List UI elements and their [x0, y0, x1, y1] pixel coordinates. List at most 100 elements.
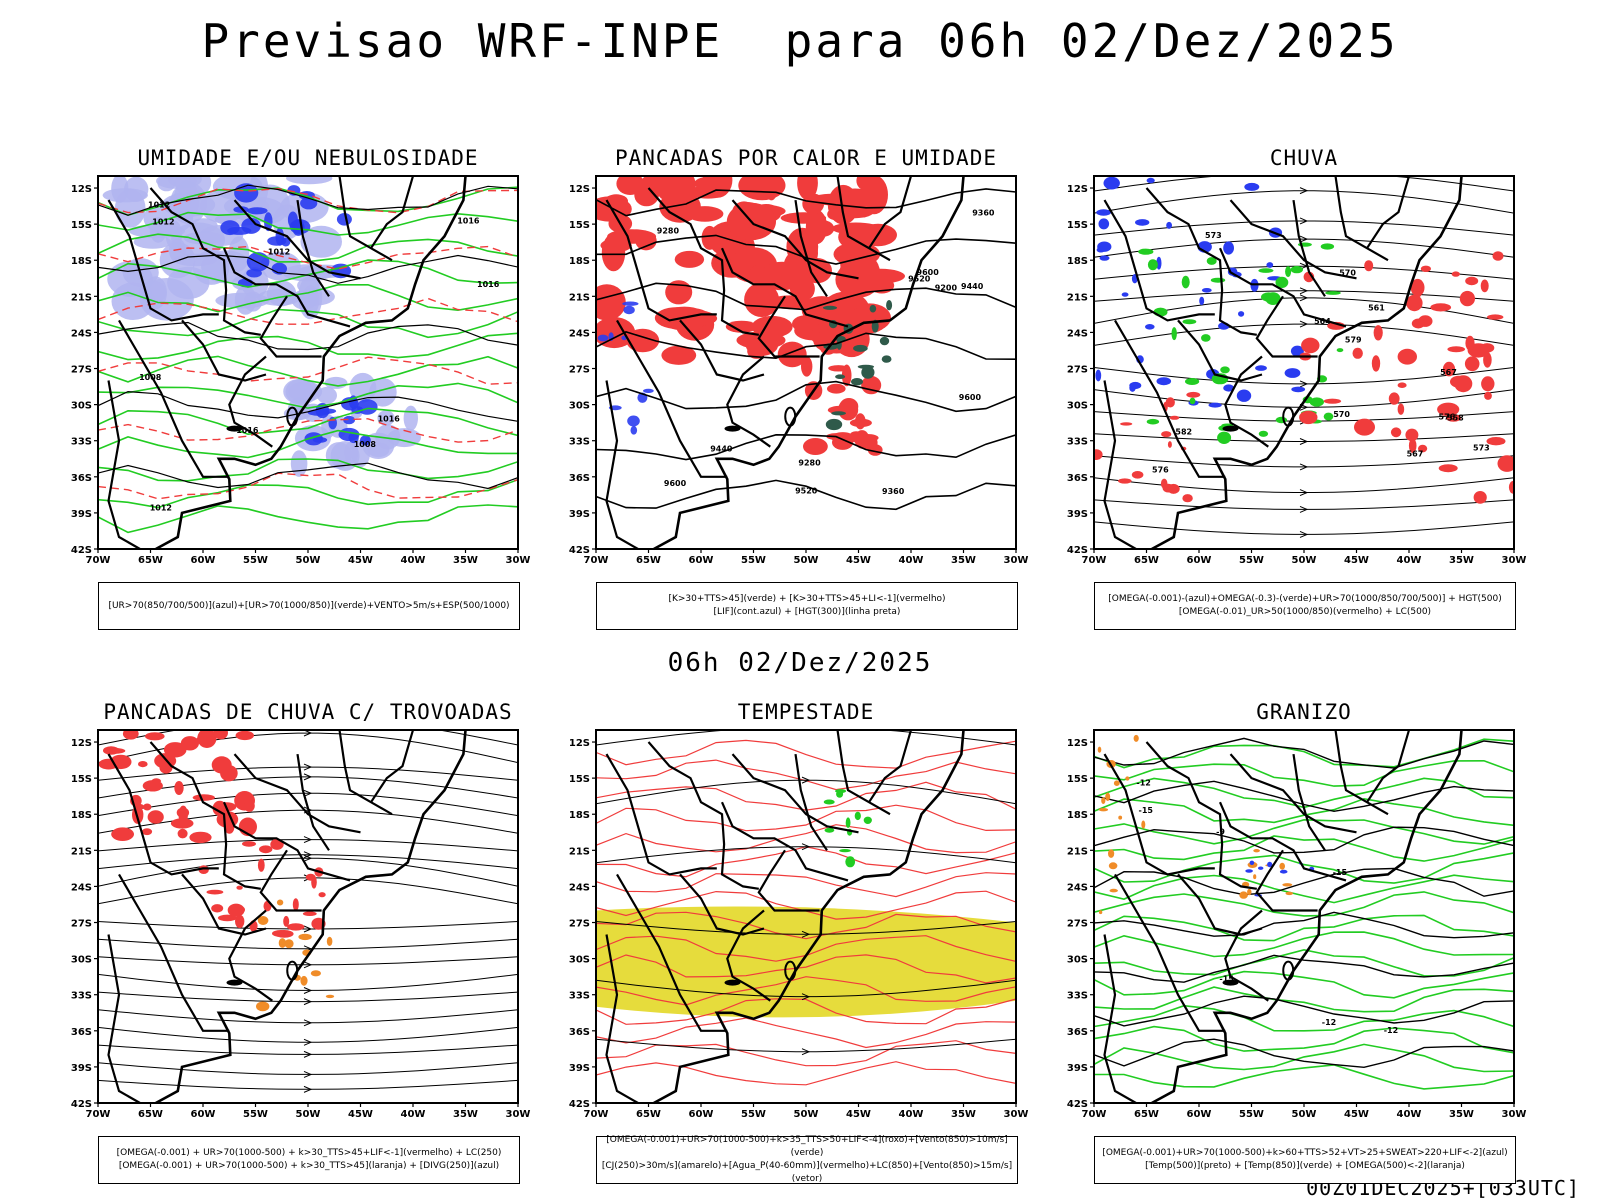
lat-tick-label: 15S	[71, 774, 92, 785]
shaded-area	[274, 930, 294, 938]
contour-line	[1094, 874, 1514, 904]
shaded-area	[1181, 275, 1190, 289]
coastline	[155, 175, 467, 551]
contour-line	[98, 418, 518, 443]
lon-tick-label: 30W	[1004, 555, 1029, 566]
shaded-area	[147, 810, 164, 824]
shaded-area	[1405, 428, 1419, 442]
lat-tick-label: 24S	[1067, 328, 1088, 339]
lat-tick-label: 27S	[569, 365, 590, 376]
shaded-area	[1146, 418, 1160, 425]
contour-value-label: 567	[1440, 368, 1457, 377]
contour-value-label: 564	[1314, 317, 1331, 326]
streamline-arrow	[303, 1050, 313, 1058]
shaded-area	[1253, 849, 1260, 853]
contour-line	[98, 211, 518, 236]
lat-tick-label: 12S	[1067, 184, 1088, 195]
streamline-arrow	[303, 987, 313, 994]
lat-tick-label: 15S	[71, 220, 92, 231]
lon-tick-label: 70W	[584, 555, 609, 566]
lat-tick-label: 24S	[569, 328, 590, 339]
shaded-area	[312, 437, 328, 443]
streamline	[98, 877, 518, 905]
contour-line	[596, 976, 1016, 1006]
lat-tick-label: 39S	[1067, 1063, 1088, 1074]
contour-line	[596, 846, 1016, 878]
shaded-area	[792, 315, 819, 333]
contour-line	[1094, 826, 1514, 854]
lon-tick-label: 70W	[1082, 1109, 1107, 1120]
state-border	[1103, 199, 1215, 322]
lat-tick-label: 15S	[569, 774, 590, 785]
contour-line	[1094, 867, 1514, 897]
lon-tick-label: 65W	[1134, 1109, 1159, 1120]
contour-line	[1094, 986, 1514, 1013]
shaded-area	[241, 217, 261, 234]
shaded-area	[1245, 869, 1253, 873]
shaded-area	[839, 849, 851, 853]
shaded-area	[674, 250, 705, 268]
state-border	[181, 319, 267, 382]
weather-map: 1012 1012 1008 1016 1016 1008 1012 1016 1012 1016…	[71, 175, 530, 566]
shaded-area	[1120, 422, 1133, 426]
lon-tick-label: 70W	[584, 1109, 609, 1120]
state-border	[1103, 753, 1215, 876]
streamline-arrow	[1299, 380, 1309, 388]
state-border	[259, 849, 322, 912]
contour-value-label: 567	[1407, 449, 1424, 458]
shaded-area	[211, 904, 224, 913]
shaded-area	[596, 284, 626, 321]
contour-line	[1094, 1064, 1514, 1090]
shaded-area	[138, 761, 148, 768]
shaded-area	[860, 176, 888, 215]
lagoon	[1282, 960, 1295, 981]
shaded-area	[300, 975, 308, 986]
field-layer	[1094, 734, 1514, 1090]
shaded-area	[1166, 221, 1172, 229]
shaded-area	[1373, 325, 1383, 341]
contour-line	[1094, 914, 1514, 942]
contour-line	[596, 804, 1016, 832]
shaded-area	[1101, 797, 1106, 804]
shaded-area	[367, 442, 390, 458]
lon-tick-label: 55W	[741, 1109, 766, 1120]
shaded-area	[1096, 247, 1105, 253]
lon-tick-label: 50W	[1292, 1109, 1317, 1120]
state-border	[1145, 741, 1257, 890]
shaded-area	[1408, 438, 1417, 454]
shaded-area	[853, 344, 868, 352]
shaded-area	[1320, 243, 1335, 250]
contour-line	[596, 1017, 1016, 1049]
shaded-area	[1147, 259, 1158, 271]
field-layer	[596, 730, 1016, 1086]
lon-tick-label: 55W	[1239, 555, 1264, 566]
shaded-area	[1210, 277, 1226, 283]
lon-tick-label: 40W	[899, 1109, 924, 1120]
streamline-arrow	[1299, 531, 1309, 538]
weather-map: 5825795765735705675645615585765735705671…	[1067, 175, 1526, 566]
shaded-area	[1206, 257, 1217, 265]
lat-tick-label: 36S	[71, 473, 92, 484]
state-border	[1334, 729, 1389, 816]
state-border	[1366, 175, 1411, 249]
map-base	[107, 175, 467, 551]
shaded-area	[1487, 314, 1504, 320]
shaded-area	[1484, 391, 1492, 400]
streamline	[596, 979, 1016, 998]
state-border	[107, 380, 141, 550]
legend-line: [OMEGA(-0.001) + UR>70(1000-500) + k>30_…	[116, 1148, 502, 1158]
shaded-area	[1508, 480, 1514, 494]
lat-tick-label: 24S	[1067, 882, 1088, 893]
lon-tick-label: 35W	[453, 555, 478, 566]
shaded-area	[292, 898, 299, 911]
shaded-area	[1464, 356, 1480, 372]
shaded-area	[192, 794, 215, 801]
shaded-area	[1255, 365, 1267, 371]
contour-line	[596, 954, 1016, 984]
shaded-area	[1103, 176, 1120, 190]
shaded-area	[264, 212, 273, 232]
shaded-area	[1108, 849, 1115, 858]
lon-tick-label: 70W	[86, 1109, 111, 1120]
shaded-area	[325, 994, 335, 999]
shaded-area	[1451, 271, 1460, 277]
